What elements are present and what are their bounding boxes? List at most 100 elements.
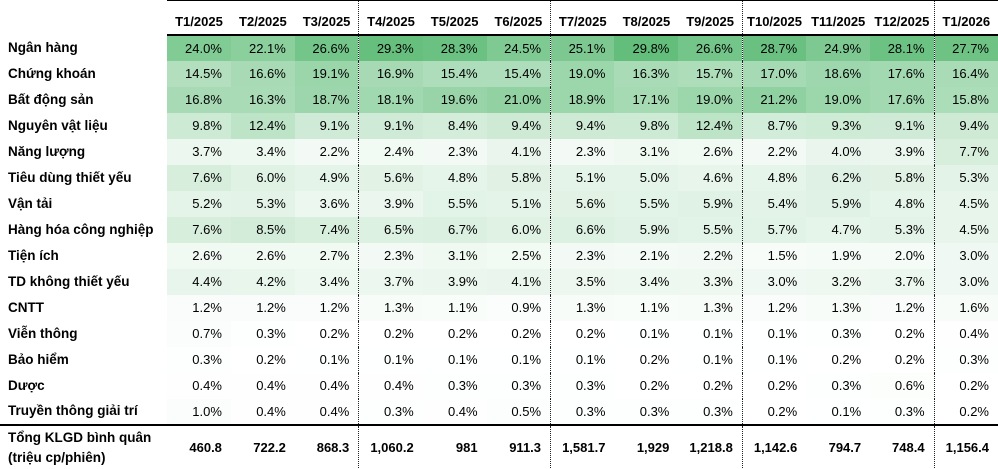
heatmap-cell: 4.4%: [167, 268, 231, 295]
heatmap-cell: 0.4%: [230, 398, 295, 425]
sector-row-label: Tiêu dùng thiết yếu: [8, 169, 132, 185]
heatmap-cell: 1.6%: [934, 294, 998, 321]
month-header: T2/2025: [230, 0, 295, 36]
sector-row-label: Chứng khoán: [8, 65, 96, 81]
heatmap-cell: 16.6%: [230, 60, 295, 87]
heatmap-cell: 3.7%: [870, 268, 935, 295]
heatmap-cell: 6.6%: [550, 216, 615, 243]
total-value-cell: 868.3: [294, 423, 360, 469]
heatmap-cell: 0.1%: [550, 346, 615, 373]
sector-row-label: Bất động sản: [8, 91, 94, 107]
heatmap-cell: 17.1%: [614, 86, 679, 113]
sector-row: Nguyên vật liệu 9.8% 12.4% 9.1% 9.1% 8.4% 9.4%…: [0, 112, 998, 139]
heatmap-cell: 2.0%: [870, 242, 935, 269]
heatmap-cell: 5.8%: [486, 164, 552, 191]
heatmap-cell: 0.2%: [934, 398, 998, 425]
heatmap-cell: 4.1%: [486, 268, 552, 295]
heatmap-cell: 22.1%: [230, 34, 295, 61]
heatmap-cell: 29.3%: [358, 34, 423, 61]
heatmap-cell: 2.3%: [550, 138, 615, 165]
month-header: T1/2026: [934, 0, 998, 36]
heatmap-cell: 2.2%: [294, 138, 360, 165]
sector-row-label: Nguyên vật liệu: [8, 117, 108, 133]
heatmap-cell: 3.2%: [806, 268, 871, 295]
heatmap-cell: 1.5%: [742, 242, 807, 269]
heatmap-cell: 0.1%: [486, 346, 552, 373]
total-row-label-line1: Tổng KLGD bình quân: [8, 429, 152, 445]
heatmap-cell: 1.3%: [806, 294, 871, 321]
heatmap-cell: 29.8%: [614, 34, 679, 61]
heatmap-cell: 0.2%: [742, 372, 807, 399]
heatmap-cell: 8.5%: [230, 216, 295, 243]
heatmap-cell: 17.0%: [742, 60, 807, 87]
heatmap-cell: 3.7%: [167, 138, 231, 165]
heatmap-cell: 5.2%: [167, 190, 231, 217]
heatmap-cell: 27.7%: [934, 34, 998, 61]
heatmap-cell: 4.8%: [422, 164, 487, 191]
heatmap-cell: 0.1%: [294, 346, 360, 373]
heatmap-cell: 2.7%: [294, 242, 360, 269]
heatmap-cell: 18.9%: [550, 86, 615, 113]
heatmap-cell: 6.2%: [806, 164, 871, 191]
month-header: T4/2025: [358, 0, 423, 36]
month-header: T10/2025: [742, 0, 807, 36]
heatmap-cell: 0.1%: [358, 346, 423, 373]
total-value-cell: 1,156.4: [934, 423, 998, 469]
heatmap-cell: 4.8%: [870, 190, 935, 217]
month-header: T7/2025: [550, 0, 615, 36]
heatmap-cell: 18.6%: [806, 60, 871, 87]
heatmap-cell: 3.0%: [934, 242, 998, 269]
heatmap-cell: 3.7%: [358, 268, 423, 295]
month-header: T1/2025: [167, 0, 231, 36]
heatmap-cell: 7.4%: [294, 216, 360, 243]
heatmap-cell: 1.1%: [614, 294, 679, 321]
heatmap-cell: 5.5%: [614, 190, 679, 217]
heatmap-cell: 21.0%: [486, 86, 552, 113]
heatmap-cell: 0.3%: [422, 372, 487, 399]
heatmap-cell: 15.4%: [422, 60, 487, 87]
heatmap-cell: 18.7%: [294, 86, 360, 113]
heatmap-cell: 12.4%: [678, 112, 743, 139]
sector-row-label: TD không thiết yếu: [8, 273, 130, 289]
heatmap-cell: 2.5%: [486, 242, 552, 269]
heatmap-cell: 9.3%: [806, 112, 871, 139]
heatmap-cell: 2.2%: [742, 138, 807, 165]
heatmap-cell: 0.4%: [934, 320, 998, 347]
heatmap-cell: 0.3%: [678, 398, 743, 425]
sector-row-label: Viễn thông: [8, 325, 78, 341]
heatmap-cell: 0.3%: [870, 398, 935, 425]
heatmap-cell: 0.4%: [294, 398, 360, 425]
heatmap-cell: 0.2%: [678, 372, 743, 399]
sector-row-label: Hàng hóa công nghiệp: [8, 221, 154, 237]
heatmap-cell: 19.0%: [550, 60, 615, 87]
heatmap-cell: 4.2%: [230, 268, 295, 295]
sector-row: Truyền thông giải trí 1.0% 0.4% 0.4% 0.3% 0.4…: [0, 398, 998, 425]
heatmap-cell: 3.9%: [870, 138, 935, 165]
heatmap-cell: 9.1%: [294, 112, 360, 139]
heatmap-cell: 0.1%: [678, 346, 743, 373]
sector-row: Hàng hóa công nghiệp 7.6% 8.5% 7.4% 6.5% 6.7%…: [0, 216, 998, 243]
sector-row-label: CNTT: [8, 299, 44, 315]
heatmap-cell: 5.4%: [742, 190, 807, 217]
heatmap-cell: 4.0%: [806, 138, 871, 165]
total-value-cell: 1,929: [614, 423, 679, 469]
sector-row-label: Ngân hàng: [8, 39, 78, 55]
sector-row-label: Dược: [8, 377, 45, 393]
heatmap-cell: 0.3%: [230, 320, 295, 347]
heatmap-cell: 3.1%: [614, 138, 679, 165]
heatmap-cell: 25.1%: [550, 34, 615, 61]
total-value-cell: 460.8: [167, 423, 231, 469]
heatmap-cell: 17.6%: [870, 60, 935, 87]
sector-row-label: Năng lượng: [8, 143, 86, 159]
heatmap-cell: 0.2%: [294, 320, 360, 347]
heatmap-cell: 5.7%: [742, 216, 807, 243]
heatmap-cell: 1.2%: [294, 294, 360, 321]
total-value-cell: 1,142.6: [742, 423, 807, 469]
heatmap-cell: 5.9%: [806, 190, 871, 217]
heatmap-cell: 24.0%: [167, 34, 231, 61]
heatmap-cell: 28.1%: [870, 34, 935, 61]
heatmap-cell: 6.7%: [422, 216, 487, 243]
heatmap-cell: 0.7%: [167, 320, 231, 347]
heatmap-cell: 4.6%: [678, 164, 743, 191]
heatmap-cell: 2.6%: [167, 242, 231, 269]
